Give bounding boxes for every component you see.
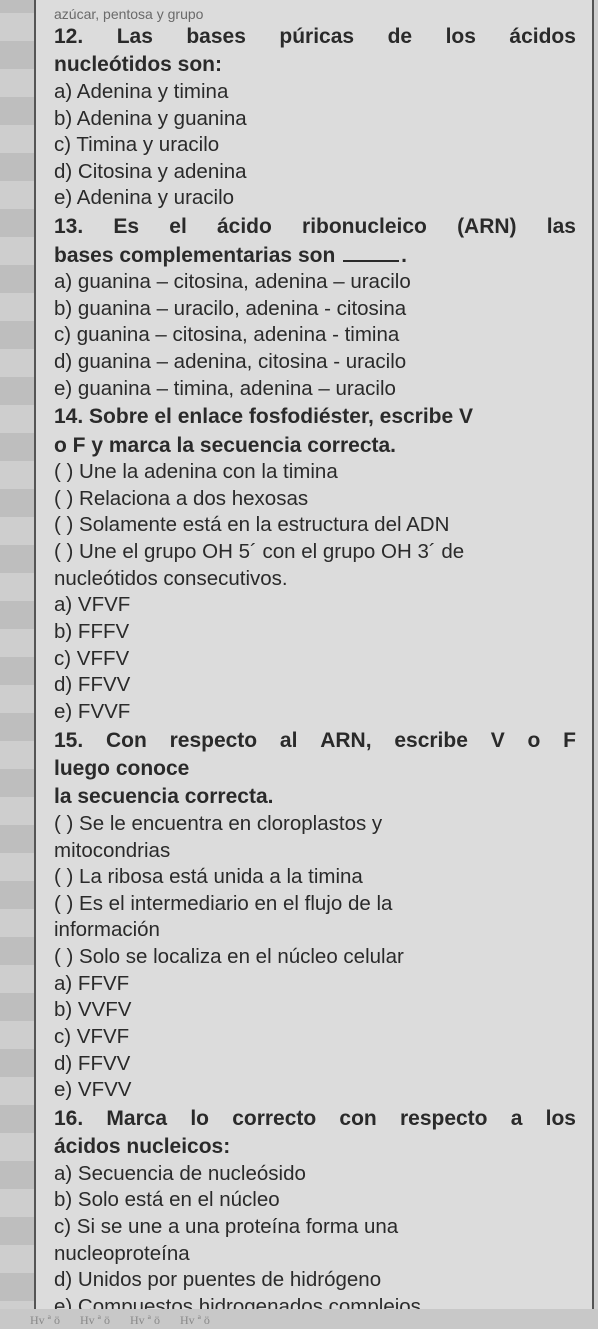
q15-stmt-1b: mitocondrias: [54, 838, 576, 865]
q16-w6: respecto: [400, 1106, 488, 1132]
q12-w1: 12.: [54, 24, 83, 50]
q14-option-e: e) FVVF: [54, 699, 576, 726]
q13-line2b: .: [401, 244, 407, 267]
q12-w4: púricas: [279, 24, 354, 50]
q13-title-line1: 13. Es el ácido ribonucleico (ARN) las: [54, 214, 576, 240]
q12-w6: los: [446, 24, 476, 50]
q14-stmt-4a: ( ) Une el grupo OH 5´ con el grupo OH 3…: [54, 539, 576, 566]
left-decorative-border: [0, 0, 34, 1329]
q13-w4: ácido: [217, 214, 272, 240]
q13-option-b: b) guanina – uracilo, adenina - citosina: [54, 296, 576, 323]
q16-w5: con: [339, 1106, 376, 1132]
page-content: azúcar, pentosa y grupo 12. Las bases pú…: [34, 0, 594, 1309]
cutoff-previous-line: azúcar, pentosa y grupo: [54, 6, 576, 22]
q13-w1: 13.: [54, 214, 83, 240]
q15-option-a: a) FFVF: [54, 971, 576, 998]
q13-w7: las: [547, 214, 576, 240]
q13-option-a: a) guanina – citosina, adenina – uracilo: [54, 269, 576, 296]
q14-option-b: b) FFFV: [54, 619, 576, 646]
q14-stmt-2: ( ) Relaciona a dos hexosas: [54, 486, 576, 513]
q16-w4: correcto: [232, 1106, 316, 1132]
q12-option-c: c) Timina y uracilo: [54, 132, 576, 159]
q13-option-c: c) guanina – citosina, adenina - timina: [54, 322, 576, 349]
q12-w7: ácidos: [509, 24, 576, 50]
q16-w1: 16.: [54, 1106, 83, 1132]
deco-text-row: Hv ª ö Hv ª ö Hv ª ö Hv ª ö: [0, 1309, 598, 1328]
q13-w6: (ARN): [457, 214, 516, 240]
q15-stmt-1a: ( ) Se le encuentra en cloroplastos y: [54, 811, 576, 838]
q16-title-line1: 16. Marca lo correcto con respecto a los: [54, 1106, 576, 1132]
q16-w8: los: [546, 1106, 576, 1132]
q16-option-c1: c) Si se une a una proteína forma una: [54, 1214, 576, 1241]
q15-title-line2: luego conoce: [54, 756, 576, 782]
deco-2: Hv ª ö: [80, 1313, 110, 1328]
q15-w3: respecto: [170, 728, 258, 754]
q13-option-d: d) guanina – adenina, citosina - uracilo: [54, 349, 576, 376]
q14-title-line2: o F y marca la secuencia correcta.: [54, 433, 576, 459]
q14-option-a: a) VFVF: [54, 592, 576, 619]
q15-w1: 15.: [54, 728, 83, 754]
q14-stmt-1: ( ) Une la adenina con la timina: [54, 459, 576, 486]
q16-option-c2: nucleoproteína: [54, 1241, 576, 1268]
q16-w7: a: [511, 1106, 523, 1132]
q15-stmt-3b: información: [54, 917, 576, 944]
q13-w3: el: [169, 214, 187, 240]
q14-stmt-3: ( ) Solamente está en la estructura del …: [54, 512, 576, 539]
deco-4: Hv ª ö: [180, 1313, 210, 1328]
q15-w8: o: [527, 728, 540, 754]
q14-option-d: d) FFVV: [54, 672, 576, 699]
q16-w2: Marca: [106, 1106, 167, 1132]
q15-w5: ARN,: [320, 728, 371, 754]
q15-stmt-3a: ( ) Es el intermediario en el flujo de l…: [54, 891, 576, 918]
q15-stmt-2: ( ) La ribosa está unida a la timina: [54, 864, 576, 891]
q15-stmt-4: ( ) Solo se localiza en el núcleo celula…: [54, 944, 576, 971]
q13-w2: Es: [113, 214, 139, 240]
q12-option-e: e) Adenina y uracilo: [54, 185, 576, 212]
q12-title-line1: 12. Las bases púricas de los ácidos: [54, 24, 576, 50]
deco-3: Hv ª ö: [130, 1313, 160, 1328]
q16-option-a: a) Secuencia de nucleósido: [54, 1161, 576, 1188]
q15-option-e: e) VFVV: [54, 1077, 576, 1104]
q13-title-line2: bases complementarias son .: [54, 243, 576, 269]
q12-w2: Las: [117, 24, 153, 50]
q15-option-b: b) VVFV: [54, 997, 576, 1024]
q14-title-line1: 14. Sobre el enlace fosfodiéster, escrib…: [54, 404, 576, 430]
q16-option-b: b) Solo está en el núcleo: [54, 1187, 576, 1214]
bottom-decorative-border: Hv ª ö Hv ª ö Hv ª ö Hv ª ö: [0, 1309, 598, 1329]
q16-title-line2: ácidos nucleicos:: [54, 1134, 576, 1160]
q13-option-e: e) guanina – timina, adenina – uracilo: [54, 376, 576, 403]
q16-w3: lo: [190, 1106, 209, 1132]
q15-w9: F: [563, 728, 576, 754]
border-pattern: [0, 0, 34, 1329]
q12-option-a: a) Adenina y timina: [54, 79, 576, 106]
deco-1: Hv ª ö: [30, 1313, 60, 1328]
q15-w4: al: [280, 728, 298, 754]
q14-option-c: c) VFFV: [54, 646, 576, 673]
q12-title-line2: nucleótidos son:: [54, 52, 576, 78]
q15-title-line3: la secuencia correcta.: [54, 784, 576, 810]
q12-option-d: d) Citosina y adenina: [54, 159, 576, 186]
q14-stmt-4b: nucleótidos consecutivos.: [54, 566, 576, 593]
q12-w5: de: [388, 24, 413, 50]
q13-blank: [343, 260, 399, 262]
q15-w2: Con: [106, 728, 147, 754]
q16-option-d: d) Unidos por puentes de hidrógeno: [54, 1267, 576, 1294]
q13-line2a: bases complementarias son: [54, 244, 341, 267]
q15-w6: escribe: [394, 728, 468, 754]
q15-title-line1: 15. Con respecto al ARN, escribe V o F: [54, 728, 576, 754]
q15-w7: V: [491, 728, 505, 754]
q12-option-b: b) Adenina y guanina: [54, 106, 576, 133]
q13-w5: ribonucleico: [302, 214, 427, 240]
q12-w3: bases: [186, 24, 246, 50]
q15-option-c: c) VFVF: [54, 1024, 576, 1051]
q15-option-d: d) FFVV: [54, 1051, 576, 1078]
